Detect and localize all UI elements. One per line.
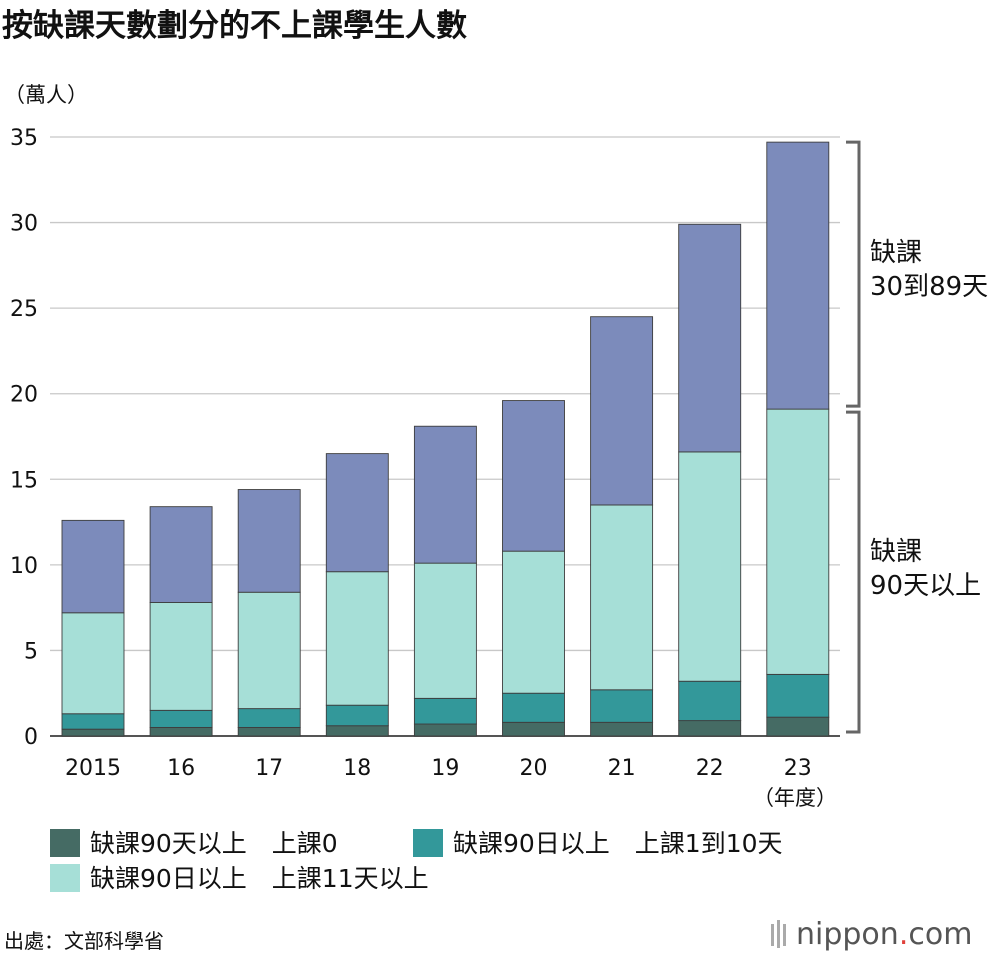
bracket-label: 30到89天	[870, 272, 988, 302]
y-tick-label: 0	[24, 725, 38, 750]
bracket-line	[846, 410, 861, 734]
bar-segment-series-1	[502, 721, 565, 737]
bar-segment-series-1	[325, 725, 389, 737]
bar-stack	[61, 519, 125, 737]
y-tick-label: 10	[10, 554, 38, 579]
bracket-label: 缺課	[870, 238, 922, 268]
legend-item: 缺課90日以上 上課11天以上	[50, 864, 429, 893]
legend-label: 缺課90日以上 上課1到10天	[453, 829, 783, 858]
x-tick-label: 21	[608, 756, 636, 781]
bar-segment-series-3	[61, 612, 125, 715]
bar-stack	[678, 223, 742, 737]
bar-segment-series-2	[325, 704, 389, 727]
bar-segment-series-4	[678, 223, 742, 453]
x-tick-label: 17	[255, 756, 283, 781]
y-tick-label: 15	[10, 468, 38, 493]
bar-segment-series-2	[149, 709, 213, 728]
bar-segment-series-2	[413, 697, 477, 725]
bar-segment-series-3	[590, 504, 654, 691]
x-tick-label: 16	[167, 756, 195, 781]
brand-logo: nippon.com	[771, 917, 972, 952]
x-tick-label: 23	[784, 756, 812, 781]
bracket-label: 缺課	[870, 537, 922, 567]
x-tick-label: 20	[520, 756, 548, 781]
legend-label: 缺課90日以上 上課11天以上	[90, 864, 429, 893]
bar-segment-series-1	[237, 726, 301, 737]
y-tick-label: 5	[24, 639, 38, 664]
bar-segment-series-1	[590, 721, 654, 737]
bar-stack	[237, 489, 301, 737]
bar-stack	[149, 506, 213, 737]
x-tick-label: 22	[696, 756, 724, 781]
bar-segment-series-4	[413, 425, 477, 564]
y-tick-label: 35	[10, 126, 38, 151]
x-tick-label: 19	[431, 756, 459, 781]
legend-swatch	[50, 864, 80, 892]
bars	[61, 141, 830, 737]
bar-segment-series-1	[61, 728, 125, 737]
legend-swatch	[50, 829, 80, 857]
brand-name: nippon	[796, 917, 899, 952]
x-tick-label: 2015	[65, 756, 121, 781]
legend-swatch	[413, 829, 443, 857]
bar-segment-series-2	[766, 673, 830, 718]
bar-segment-series-4	[766, 141, 830, 410]
bar-segment-series-4	[61, 519, 125, 614]
bar-segment-series-4	[237, 489, 301, 593]
bar-segment-series-4	[149, 506, 213, 603]
y-axis-ticks: 0 5 10 15 20 25 30 35	[10, 126, 38, 750]
bar-segment-series-3	[149, 602, 213, 711]
y-axis-unit-label: （萬人）	[4, 83, 88, 107]
bracket-1: 缺課 30到89天	[846, 140, 988, 408]
brand-tld: com	[908, 917, 972, 952]
legend-label: 缺課90天以上 上課0	[90, 829, 338, 858]
bar-segment-series-4	[325, 453, 389, 573]
bar-segment-series-1	[678, 720, 742, 737]
bar-stack	[590, 316, 654, 737]
x-axis-ticks: 2015 16 17 18 19 20 21 22 23	[65, 756, 812, 781]
bar-segment-series-1	[766, 716, 830, 737]
svg-text:nippon.com: nippon.com	[796, 917, 972, 952]
legend-item: 缺課90天以上 上課0	[50, 829, 338, 858]
bar-segment-series-2	[61, 713, 125, 730]
bracket-2: 缺課 90天以上	[846, 410, 981, 734]
chart-title: 按缺課天數劃分的不上課學生人數	[2, 8, 467, 44]
bar-segment-series-3	[237, 591, 301, 710]
y-tick-label: 30	[10, 212, 38, 237]
bar-segment-series-4	[590, 316, 654, 506]
bar-stack	[766, 141, 830, 737]
bar-segment-series-3	[678, 451, 742, 682]
bar-stack	[502, 400, 565, 737]
bar-stack	[413, 425, 477, 737]
source-note: 出處：文部科學省	[4, 929, 164, 953]
bar-segment-series-3	[325, 571, 389, 706]
bracket-label: 90天以上	[870, 571, 981, 601]
brand-dot: .	[899, 917, 909, 952]
x-tick-label: 18	[343, 756, 371, 781]
bar-segment-series-2	[678, 680, 742, 722]
bar-stack	[325, 453, 389, 737]
bar-segment-series-3	[766, 408, 830, 675]
bar-segment-series-3	[413, 562, 477, 699]
y-tick-label: 25	[10, 297, 38, 322]
y-tick-label: 20	[10, 383, 38, 408]
bar-segment-series-1	[149, 726, 213, 737]
bar-segment-series-4	[502, 400, 565, 552]
bar-segment-series-3	[502, 550, 565, 694]
bar-segment-series-2	[237, 708, 301, 728]
bracket-line	[846, 140, 861, 408]
bar-segment-series-1	[413, 723, 477, 737]
x-axis-unit-label: （年度）	[753, 786, 837, 810]
bar-segment-series-2	[502, 692, 565, 723]
bar-segment-series-2	[590, 689, 654, 723]
legend-item: 缺課90日以上 上課1到10天	[413, 829, 783, 858]
